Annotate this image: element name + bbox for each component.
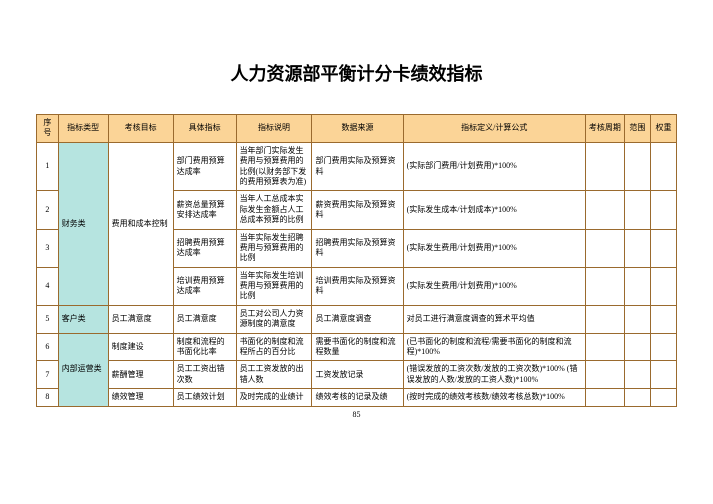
cell-period [585,333,624,361]
cell-period [585,361,624,389]
cell-seq: 8 [37,389,59,406]
cell-formula: (按时完成的绩效考核数/绩效考核总数)*100% [403,389,585,406]
cell-seq: 2 [37,191,59,229]
table-row: 7 薪酬管理员工工资出错次数员工工资发放的出错人数工资发放记录(错误发放的工资次数… [37,361,677,389]
cell-seq: 1 [37,142,59,191]
cell-goal: 绩效管理 [108,389,173,406]
cell-source: 员工满意度调查 [312,305,403,333]
cell-weight [650,361,676,389]
cell-period [585,191,624,229]
cell-goal: 员工满意度 [108,305,173,333]
table-row: 1财务类费用和成本控制部门费用预算达成率当年部门实际发生费用与预算费用的比例(以… [37,142,677,191]
cell-indicator: 制度和流程的书面化比率 [173,333,236,361]
cell-desc: 当年实际发生招聘费用与预算费用的比例 [236,229,312,267]
cell-period [585,389,624,406]
cell-indicator: 培训费用预算达成率 [173,267,236,305]
col-desc: 指标说明 [236,115,312,143]
cell-seq: 3 [37,229,59,267]
cell-formula: (实际部门费用/计划费用)*100% [403,142,585,191]
table-row: 8 绩效管理员工绩效计划及时完成的业绩计绩效考核的记录及绩(按时完成的绩效考核数/… [37,389,677,406]
cell-type: 客户类 [58,305,108,333]
cell-goal: 费用和成本控制 [108,142,173,305]
page-number: 85 [36,410,677,419]
cell-period [585,305,624,333]
cell-period [585,142,624,191]
cell-source: 绩效考核的记录及绩 [312,389,403,406]
table-row: 6内部运营类制度建设制度和流程的书面化比率书面化的制度和流程所占的百分比需要书面… [37,333,677,361]
cell-weight [650,142,676,191]
col-form: 指标定义/计算公式 [403,115,585,143]
cell-desc: 书面化的制度和流程所占的百分比 [236,333,312,361]
cell-source: 培训费用实际及预算资料 [312,267,403,305]
cell-seq: 6 [37,333,59,361]
col-scope: 范围 [624,115,650,143]
kpi-table: 序号 指标类型 考核目标 具体指标 指标说明 数据来源 指标定义/计算公式 考核… [36,114,677,407]
cell-indicator: 员工工资出错次数 [173,361,236,389]
cell-source: 薪资费用实际及预算资料 [312,191,403,229]
col-wt: 权重 [650,115,676,143]
cell-scope [624,333,650,361]
cell-desc: 员工工资发放的出错人数 [236,361,312,389]
cell-type: 财务类 [58,142,108,305]
col-seq: 序号 [37,115,59,143]
cell-weight [650,305,676,333]
cell-source: 工资发放记录 [312,361,403,389]
table-header-row: 序号 指标类型 考核目标 具体指标 指标说明 数据来源 指标定义/计算公式 考核… [37,115,677,143]
cell-desc: 及时完成的业绩计 [236,389,312,406]
cell-scope [624,191,650,229]
cell-source: 需要书面化的制度和流程数量 [312,333,403,361]
cell-goal: 薪酬管理 [108,361,173,389]
cell-weight [650,229,676,267]
cell-seq: 4 [37,267,59,305]
cell-formula: (错误发放的工资次数/发放的工资次数)*100% (错误发放的人数/发放的工资人… [403,361,585,389]
cell-period [585,229,624,267]
cell-weight [650,267,676,305]
cell-seq: 5 [37,305,59,333]
col-ind: 具体指标 [173,115,236,143]
cell-type: 内部运营类 [58,333,108,406]
cell-period [585,267,624,305]
cell-formula: (实际发生成本/计划成本)*100% [403,191,585,229]
col-goal: 考核目标 [108,115,173,143]
page-title: 人力资源部平衡计分卡绩效指标 [36,60,677,86]
cell-weight [650,191,676,229]
cell-scope [624,361,650,389]
cell-scope [624,389,650,406]
cell-seq: 7 [37,361,59,389]
cell-scope [624,267,650,305]
cell-desc: 员工对公司人力资源制度的满意度 [236,305,312,333]
cell-source: 招聘费用实际及预算资料 [312,229,403,267]
cell-scope [624,229,650,267]
cell-formula: 对员工进行满意度调查的算术平均值 [403,305,585,333]
cell-desc: 当年人工总成本实际发生金额占人工总成本预算的比例 [236,191,312,229]
col-per: 考核周期 [585,115,624,143]
cell-formula: (实际发生费用/计划费用)*100% [403,229,585,267]
cell-weight [650,333,676,361]
cell-indicator: 薪资总量预算安排达成率 [173,191,236,229]
cell-scope [624,142,650,191]
cell-formula: (实际发生费用/计划费用)*100% [403,267,585,305]
cell-indicator: 部门费用预算达成率 [173,142,236,191]
cell-goal: 制度建设 [108,333,173,361]
cell-desc: 当年部门实际发生费用与预算费用的比例(以财务部下发的费用预算表为准) [236,142,312,191]
cell-indicator: 招聘费用预算达成率 [173,229,236,267]
cell-scope [624,305,650,333]
cell-indicator: 员工满意度 [173,305,236,333]
table-row: 5客户类员工满意度员工满意度员工对公司人力资源制度的满意度员工满意度调查对员工进… [37,305,677,333]
col-type: 指标类型 [58,115,108,143]
cell-weight [650,389,676,406]
cell-desc: 当年实际发生培训费用与预算费用的比例 [236,267,312,305]
cell-source: 部门费用实际及预算资料 [312,142,403,191]
cell-formula: (已书面化的制度和流程/需要书面化的制度和流程)*100% [403,333,585,361]
cell-indicator: 员工绩效计划 [173,389,236,406]
col-src: 数据来源 [312,115,403,143]
